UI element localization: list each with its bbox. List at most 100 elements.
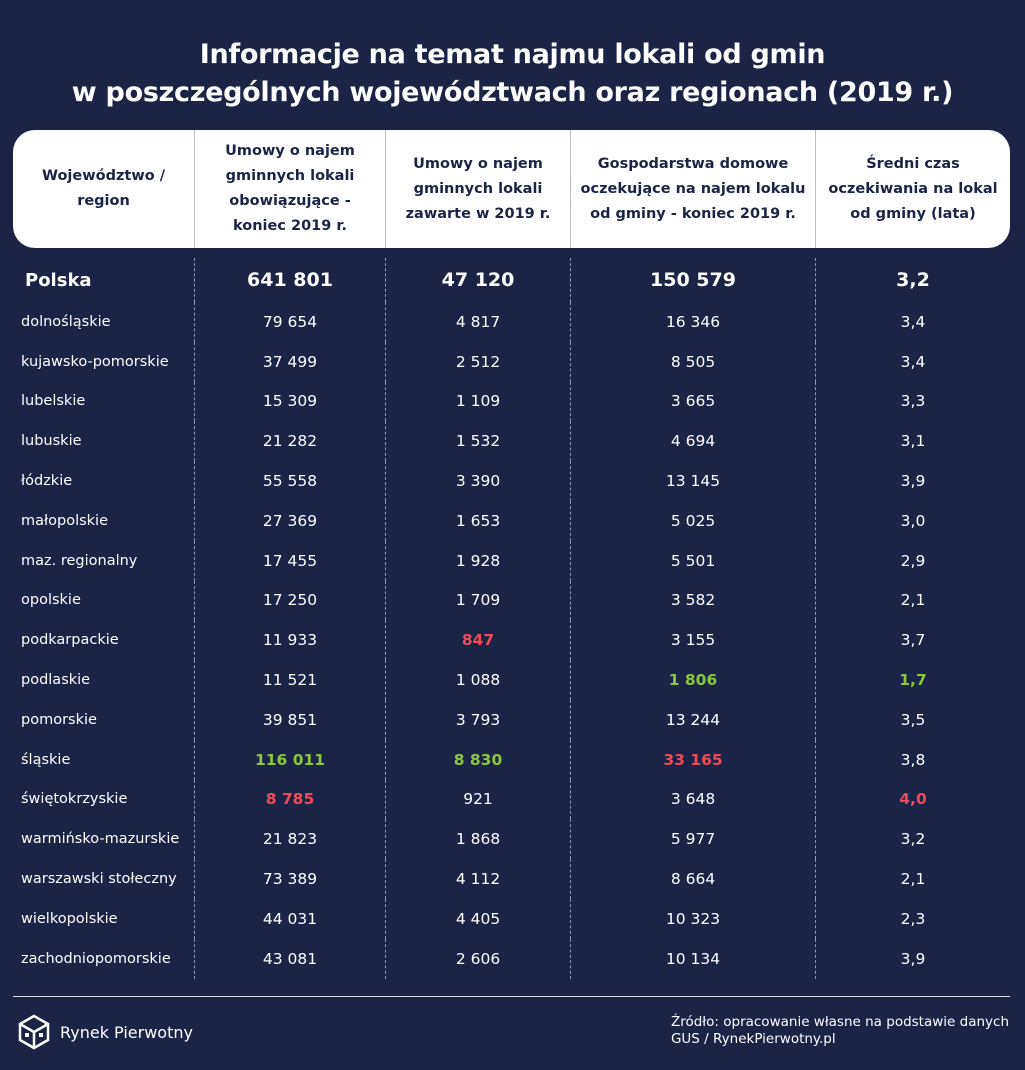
active-contracts: 55 558	[195, 461, 386, 501]
waiting-households: 150 579	[571, 258, 816, 302]
table-row: śląskie 116 011 8 830 33 165 3,8	[13, 739, 1010, 780]
waiting-households: 5 977	[571, 819, 816, 860]
active-contracts: 17 250	[195, 580, 386, 621]
average-wait: 3,0	[900, 511, 926, 530]
active-contracts: 27 369	[195, 500, 386, 541]
waiting-households: 4 694	[571, 421, 816, 462]
average-wait: 2,1	[900, 591, 926, 610]
source-note: Źródło: opracowanie własne na podstawie …	[671, 1014, 1009, 1048]
average-wait: 3,1	[900, 432, 926, 451]
signed-contracts: 921	[386, 779, 571, 820]
average-wait: 2,1	[900, 870, 926, 889]
table-row: podlaskie 11 521 1 088 1 806 1,7	[13, 660, 1010, 700]
average-wait: 3,2	[896, 269, 930, 291]
signed-contracts: 1 109	[386, 381, 571, 422]
table-row: maz. regionalny 17 455 1 928 5 501 2,9	[13, 540, 1010, 581]
region-name: pomorskie	[13, 699, 195, 740]
source-line-2: GUS / RynekPierwotny.pl	[670, 1031, 836, 1047]
table-row: małopolskie 27 369 1 653 5 025 3,0	[13, 500, 1010, 541]
region-name: lubuskie	[13, 421, 195, 462]
average-wait: 3,8	[900, 750, 926, 769]
average-wait-max: 4,0	[899, 790, 927, 809]
waiting-households-min: 1 806	[571, 660, 816, 700]
signed-contracts: 1 088	[386, 660, 571, 700]
header-average-wait: Średni czas oczekiwania na lokal od gmin…	[828, 155, 998, 222]
average-wait: 3,5	[900, 710, 926, 729]
region-name: śląskie	[13, 739, 195, 780]
table-row: wielkopolskie 44 031 4 405 10 323 2,3	[13, 898, 1010, 939]
table-row: zachodniopomorskie 43 081 2 606 10 134 3…	[13, 938, 1010, 979]
active-contracts: 21 823	[195, 819, 386, 860]
active-contracts: 17 455	[195, 540, 386, 581]
table-row: lubelskie 15 309 1 109 3 665 3,3	[13, 381, 1010, 422]
table-row: pomorskie 39 851 3 793 13 244 3,5	[13, 699, 1010, 740]
title-line-1: Informacje na temat najmu lokali od gmin	[199, 39, 826, 70]
waiting-households: 10 323	[571, 898, 816, 939]
average-wait: 3,4	[900, 312, 926, 331]
average-wait: 3,4	[900, 352, 926, 371]
active-contracts: 641 801	[195, 258, 386, 302]
signed-contracts: 1 928	[386, 540, 571, 581]
region-name: łódzkie	[13, 461, 195, 501]
signed-contracts: 2 606	[386, 938, 571, 979]
header-region: Województwo / region	[13, 130, 195, 248]
waiting-households: 8 505	[571, 341, 816, 382]
signed-contracts-min: 847	[386, 620, 571, 661]
region-name: małopolskie	[13, 500, 195, 541]
title-line-2: w poszczególnych województwach oraz regi…	[71, 77, 954, 108]
waiting-households: 16 346	[571, 302, 816, 342]
waiting-households: 3 665	[571, 381, 816, 422]
header-signed-contracts: Umowy o najem gminnych lokali zawarte w …	[386, 130, 571, 248]
region-name: wielkopolskie	[13, 898, 195, 939]
waiting-households: 3 582	[571, 580, 816, 621]
region-name: warmińsko-mazurskie	[13, 819, 195, 860]
table-row: opolskie 17 250 1 709 3 582 2,1	[13, 580, 1010, 621]
brand-name: Rynek Pierwotny	[60, 1022, 193, 1042]
active-contracts: 43 081	[195, 938, 386, 979]
region-name: podlaskie	[13, 660, 195, 700]
waiting-households-max: 33 165	[571, 739, 816, 780]
region-name: podkarpackie	[13, 620, 195, 661]
table-row: podkarpackie 11 933 847 3 155 3,7	[13, 620, 1010, 661]
footer-divider	[13, 996, 1010, 997]
signed-contracts: 1 532	[386, 421, 571, 462]
waiting-households: 10 134	[571, 938, 816, 979]
cube-logo-icon	[18, 1014, 50, 1050]
source-line-1: Źródło: opracowanie własne na podstawie …	[670, 1014, 1009, 1030]
average-wait: 2,3	[900, 909, 926, 928]
table-row: lubuskie 21 282 1 532 4 694 3,1	[13, 421, 1010, 462]
active-contracts: 73 389	[195, 859, 386, 899]
waiting-households: 13 145	[571, 461, 816, 501]
signed-contracts: 4 112	[386, 859, 571, 899]
average-wait: 2,9	[900, 551, 926, 570]
waiting-households: 3 155	[571, 620, 816, 661]
active-contracts: 79 654	[195, 302, 386, 342]
brand-logo: Rynek Pierwotny	[18, 1014, 193, 1050]
header-waiting-households: Gospodarstwa domowe oczekujące na najem …	[571, 130, 816, 248]
table-row: kujawsko-pomorskie 37 499 2 512 8 505 3,…	[13, 341, 1010, 382]
waiting-households: 3 648	[571, 779, 816, 820]
table-row-total: Polska 641 801 47 120 150 579 3,2	[13, 258, 1010, 302]
average-wait-min: 1,7	[899, 671, 927, 690]
active-contracts: 15 309	[195, 381, 386, 422]
signed-contracts: 3 793	[386, 699, 571, 740]
header-active-contracts: Umowy o najem gminnych lokali obowiązują…	[195, 130, 386, 248]
region-name: lubelskie	[13, 381, 195, 422]
region-name: opolskie	[13, 580, 195, 621]
average-wait: 3,2	[900, 830, 926, 849]
waiting-households: 13 244	[571, 699, 816, 740]
data-table: Polska 641 801 47 120 150 579 3,2 dolnoś…	[13, 258, 1010, 979]
signed-contracts: 3 390	[386, 461, 571, 501]
page-title: Informacje na temat najmu lokali od gmin…	[0, 36, 1025, 112]
table-row: świętokrzyskie 8 785 921 3 648 4,0	[13, 779, 1010, 820]
region-name: warszawski stołeczny	[13, 859, 195, 899]
signed-contracts: 4 817	[386, 302, 571, 342]
signed-contracts: 1 709	[386, 580, 571, 621]
signed-contracts: 4 405	[386, 898, 571, 939]
table-row: dolnośląskie 79 654 4 817 16 346 3,4	[13, 302, 1010, 342]
region-name: świętokrzyskie	[13, 779, 195, 820]
active-contracts-max: 116 011	[195, 739, 386, 780]
active-contracts-min: 8 785	[195, 779, 386, 820]
table-row: warszawski stołeczny 73 389 4 112 8 664 …	[13, 859, 1010, 899]
region-name: Polska	[13, 258, 195, 302]
